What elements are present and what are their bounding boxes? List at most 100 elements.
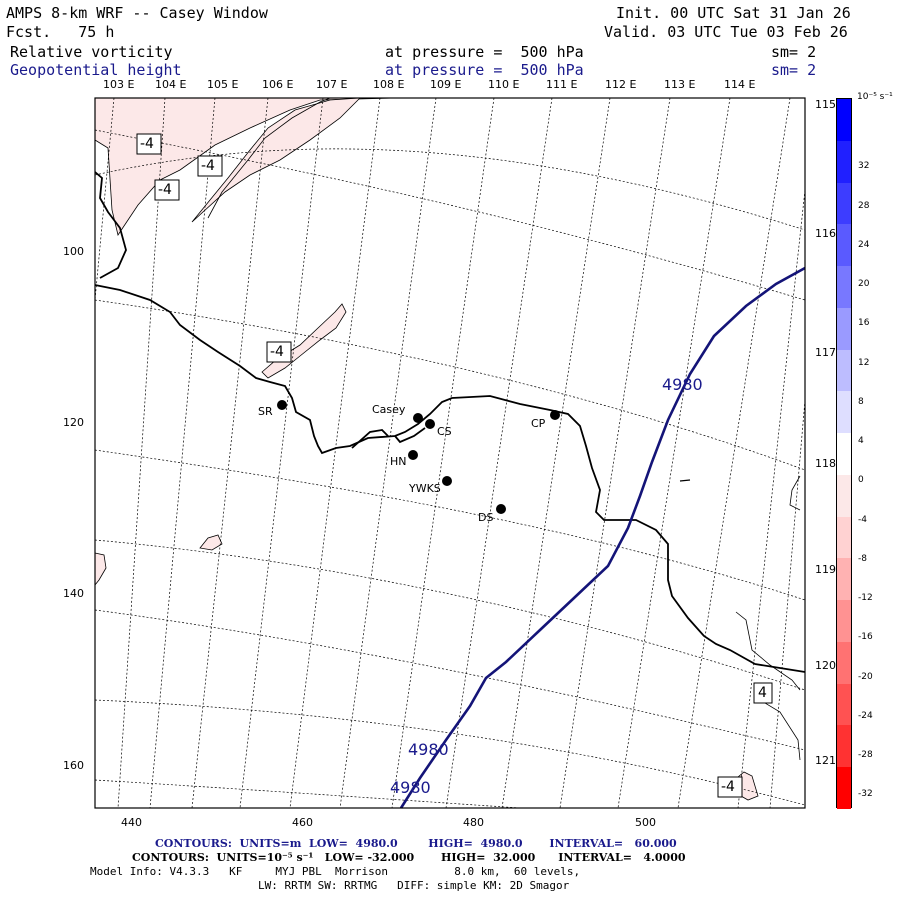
colorbar-tick-label: -24 (858, 710, 873, 721)
colorbar-tick-label: -28 (858, 750, 873, 761)
colorbar-tick-label: 4 (858, 436, 864, 447)
colorbar-segment (837, 266, 851, 309)
lon-label: 114 E (724, 78, 756, 91)
map-title: AMPS 8-km WRF -- Casey Window (6, 4, 268, 22)
plot-frame (94, 97, 806, 809)
height-label: 4980 (390, 778, 431, 797)
colorbar-segment (837, 474, 851, 518)
vort-label-neg: -4 (270, 344, 284, 360)
valid-time: Valid. 03 UTC Tue 03 Feb 26 (604, 23, 848, 41)
lon-label: 112 E (605, 78, 637, 91)
colorbar-segment (837, 349, 851, 392)
colorbar-segment (837, 99, 851, 142)
station-marker-sr (277, 400, 287, 410)
colorbar-segment (837, 600, 851, 643)
latlon-grid (94, 97, 806, 809)
height-label: 4980 (408, 740, 449, 759)
height-contour-4980 (399, 266, 806, 809)
colorbar (836, 98, 852, 810)
station-label-ds: DS (478, 511, 494, 524)
field2-smoothing: sm= 2 (771, 61, 817, 79)
station-label-ywks: YWKS (409, 482, 441, 495)
colorbar-tick-label: -12 (858, 593, 873, 604)
colorbar-segment (837, 182, 851, 225)
lon-label: 107 E (316, 78, 348, 91)
footer-model-info: Model Info: V4.3.3 KF MYJ PBL Morrison 8… (90, 865, 581, 878)
colorbar-tick-label: 32 (858, 161, 870, 172)
station-label-cp: CP (531, 417, 546, 430)
colorbar-segment (837, 558, 851, 601)
colorbar-tick-label: 16 (858, 318, 870, 329)
field2-pressure: at pressure = 500 hPa (385, 61, 584, 79)
colorbar-unit: 10⁻⁵ s⁻¹ (857, 92, 893, 102)
x-tick-label: 500 (635, 816, 656, 829)
colorbar-segment (837, 140, 851, 183)
height-label: 4980 (662, 375, 703, 394)
colorbar-tick-label: -4 (858, 514, 867, 525)
colorbar-segment (837, 767, 851, 810)
zero-contours (207, 97, 801, 761)
station-marker-hn (408, 450, 418, 460)
footer-vorticity-contours: CONTOURS: UNITS=10⁻⁵ s⁻¹ LOW= -32.000 HI… (132, 851, 686, 864)
station-marker-cp (550, 410, 560, 420)
station-marker-casey (413, 413, 423, 423)
station-marker-ds (496, 504, 506, 514)
station-marker-ywks (442, 476, 452, 486)
field1-smoothing: sm= 2 (771, 43, 817, 61)
station-label-casey: Casey (372, 403, 406, 416)
colorbar-tick-label: -16 (858, 632, 873, 643)
colorbar-tick-label: 20 (858, 279, 870, 290)
y-tick-label: 160 (63, 759, 84, 772)
y-tick-label: 140 (63, 587, 84, 600)
colorbar-tick-label: -32 (858, 789, 873, 800)
x-tick-label: 480 (463, 816, 484, 829)
station-label-hn: HN (390, 455, 407, 468)
colorbar-tick-label: 12 (858, 357, 870, 368)
field1-name: Relative vorticity (10, 43, 173, 61)
colorbar-tick-label: 28 (858, 200, 870, 211)
contour-label-boxes (136, 133, 773, 798)
footer-height-contours: CONTOURS: UNITS=m LOW= 4980.0 HIGH= 4980… (155, 837, 677, 850)
colorbar-segment (837, 516, 851, 559)
vort-label-neg: -4 (201, 158, 215, 174)
lon-label: 109 E (430, 78, 462, 91)
lon-label: 108 E (373, 78, 405, 91)
colorbar-tick-label: 8 (858, 396, 864, 407)
station-label-sr: SR (258, 405, 273, 418)
lon-label: 104 E (155, 78, 187, 91)
vort-label-neg: -4 (721, 779, 735, 795)
field1-pressure: at pressure = 500 hPa (385, 43, 584, 61)
init-time: Init. 00 UTC Sat 31 Jan 26 (616, 4, 851, 22)
colorbar-tick-label: -20 (858, 671, 873, 682)
coastline (94, 171, 806, 673)
colorbar-segment (837, 224, 851, 267)
lon-label: 113 E (664, 78, 696, 91)
y-tick-label: 120 (63, 416, 84, 429)
station-markers (277, 400, 560, 514)
x-tick-label: 440 (121, 816, 142, 829)
colorbar-tick-label: 24 (858, 239, 870, 250)
vort-label-neg: -4 (158, 182, 172, 198)
station-label-cs: CS (437, 425, 452, 438)
station-marker-cs (425, 419, 435, 429)
forecast-hour: Fcst. 75 h (6, 23, 115, 41)
colorbar-tick-label: -8 (858, 553, 867, 564)
y-tick-label: 100 (63, 245, 84, 258)
colorbar-segment (837, 391, 851, 434)
colorbar-segment (837, 641, 851, 685)
vorticity-shading (94, 97, 759, 801)
lon-label: 106 E (262, 78, 294, 91)
colorbar-tick-label: 0 (858, 475, 864, 486)
lon-label: 111 E (546, 78, 578, 91)
colorbar-segment (837, 307, 851, 351)
colorbar-segment (837, 683, 851, 726)
x-tick-label: 460 (292, 816, 313, 829)
footer-physics-info: LW: RRTM SW: RRTMG DIFF: simple KM: 2D S… (258, 879, 570, 892)
colorbar-segment (837, 725, 851, 768)
lon-label: 103 E (103, 78, 135, 91)
vort-label-pos: 4 (758, 685, 767, 701)
lon-label: 110 E (488, 78, 520, 91)
vort-label-neg: -4 (140, 136, 154, 152)
field2-name: Geopotential height (10, 61, 182, 79)
